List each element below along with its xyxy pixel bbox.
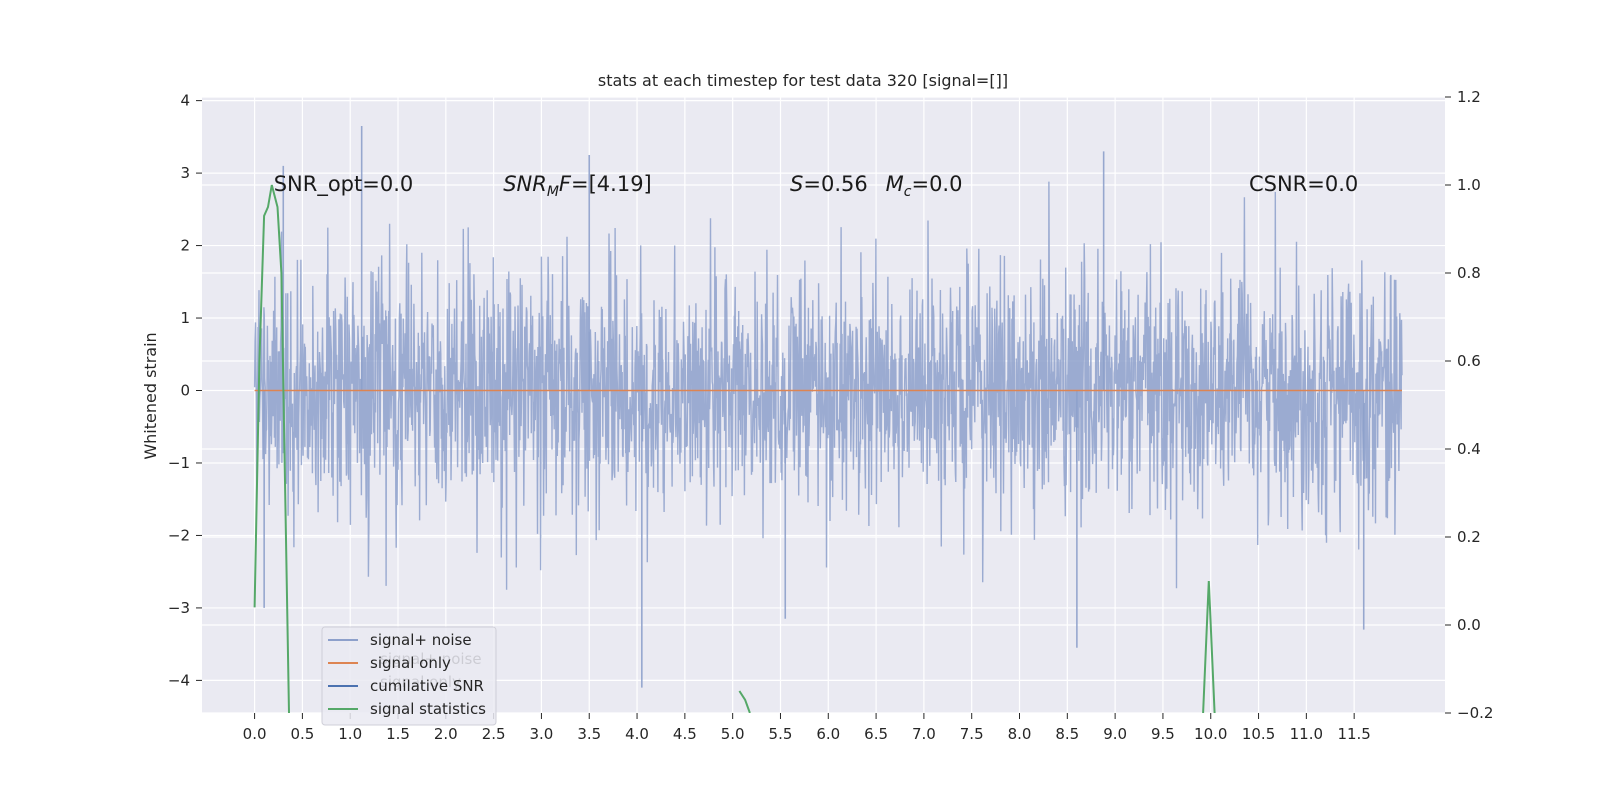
x-tick-label: 2.5 xyxy=(482,725,506,743)
y-tick-label: −2 xyxy=(168,526,190,544)
x-tick-label: 7.0 xyxy=(912,725,936,743)
legend-label: signal only xyxy=(370,654,451,672)
x-tick-label: 0.5 xyxy=(290,725,314,743)
legend-box xyxy=(321,626,497,726)
y2-tick-label: 0.2 xyxy=(1457,528,1481,546)
y-axis-right: −0.2 0.0 0.2 0.4 0.6 0.8 1.0 1.2 xyxy=(1445,88,1493,722)
y-tick-label: −4 xyxy=(168,671,190,689)
x-tick-label: 3.0 xyxy=(530,725,554,743)
x-tick-label: 1.5 xyxy=(386,725,410,743)
series-signal-statistics xyxy=(738,690,751,713)
y2-tick-label: 0.4 xyxy=(1457,440,1481,458)
chart-title: stats at each timestep for test data 320… xyxy=(598,71,1008,90)
series-signal-noise xyxy=(253,181,1403,590)
x-tick-label: 6.5 xyxy=(864,725,888,743)
annotation: S=0.56 xyxy=(790,172,868,196)
y2-tick-label: 1.0 xyxy=(1457,176,1481,194)
x-tick-label: 7.5 xyxy=(960,725,984,743)
x-tick-label: 2.0 xyxy=(434,725,458,743)
legend-label: cumilative SNR xyxy=(370,677,484,695)
y-tick-label: −3 xyxy=(168,599,190,617)
annotation: SNRMF=[4.19] xyxy=(503,172,652,200)
y2-tick-label: 0.6 xyxy=(1457,352,1481,370)
y-tick-label: 0 xyxy=(180,382,190,400)
x-tick-label: 4.0 xyxy=(625,725,649,743)
annotation: Mc=0.0 xyxy=(886,172,963,200)
x-tick-label: 5.5 xyxy=(769,725,793,743)
series-signal-statistics xyxy=(1202,580,1216,713)
annotation: SNR_opt=0.0 xyxy=(274,172,414,197)
x-tick-label: 8.0 xyxy=(1008,725,1032,743)
y2-tick-label: −0.2 xyxy=(1457,704,1493,722)
y2-tick-label: 0.8 xyxy=(1457,264,1481,282)
y-tick-label: −1 xyxy=(168,454,190,472)
x-tick-label: 4.5 xyxy=(673,725,697,743)
x-axis: 0.0 0.5 1.0 1.5 2.0 2.5 3.0 3.5 4.0 4.5 5.0 5.5 6.0 6… xyxy=(243,713,1371,743)
y-axis-label: Whitened strain xyxy=(141,332,160,459)
series-layer xyxy=(253,125,1403,713)
x-tick-label: 9.5 xyxy=(1151,725,1175,743)
x-tick-label: 10.5 xyxy=(1242,725,1275,743)
x-tick-label: 1.0 xyxy=(338,725,362,743)
y-tick-label: 3 xyxy=(180,164,190,182)
series-signal-statistics xyxy=(253,184,290,713)
y-tick-label: 1 xyxy=(180,309,190,327)
y-tick-label: 4 xyxy=(180,92,190,110)
x-tick-label: 0.0 xyxy=(243,725,267,743)
legend-label: signal statistics xyxy=(370,700,486,718)
x-tick-label: 11.5 xyxy=(1337,725,1370,743)
x-tick-label: 3.5 xyxy=(577,725,601,743)
x-tick-label: 10.0 xyxy=(1194,725,1227,743)
annotation: CSNR=0.0 xyxy=(1249,172,1358,196)
x-tick-label: 6.0 xyxy=(816,725,840,743)
y2-tick-label: 1.2 xyxy=(1457,88,1481,106)
y2-tick-label: 0.0 xyxy=(1457,616,1481,634)
annotations: SNR_opt=0.0 SNRMF=[4.19] S=0.56 Mc=0.0 CSNR=… xyxy=(274,172,1359,200)
y-axis-left: −4 −3 −2 −1 0 1 2 3 4 xyxy=(168,92,202,689)
x-tick-label: 8.5 xyxy=(1055,725,1079,743)
x-tick-label: 9.0 xyxy=(1103,725,1127,743)
y-tick-label: 2 xyxy=(180,237,190,255)
x-tick-label: 5.0 xyxy=(721,725,745,743)
legend-label: signal+ noise xyxy=(370,631,472,649)
x-tick-label: 11.0 xyxy=(1290,725,1323,743)
